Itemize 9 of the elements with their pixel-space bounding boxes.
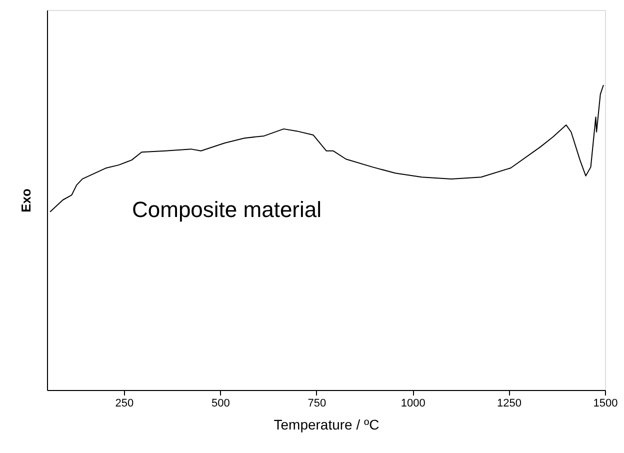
x-tick-label: 500: [211, 398, 230, 410]
x-tick-label: 1250: [497, 398, 522, 410]
annotation: Composite material: [132, 197, 322, 222]
x-tick-label: 1500: [593, 398, 618, 410]
x-tick-label: 750: [308, 398, 326, 410]
x-tick-label: 250: [115, 398, 134, 410]
x-axis-title: Temperature / ºC: [274, 416, 380, 432]
y-axis-title: Exo: [18, 188, 34, 212]
x-tick-label: 1000: [400, 398, 426, 410]
